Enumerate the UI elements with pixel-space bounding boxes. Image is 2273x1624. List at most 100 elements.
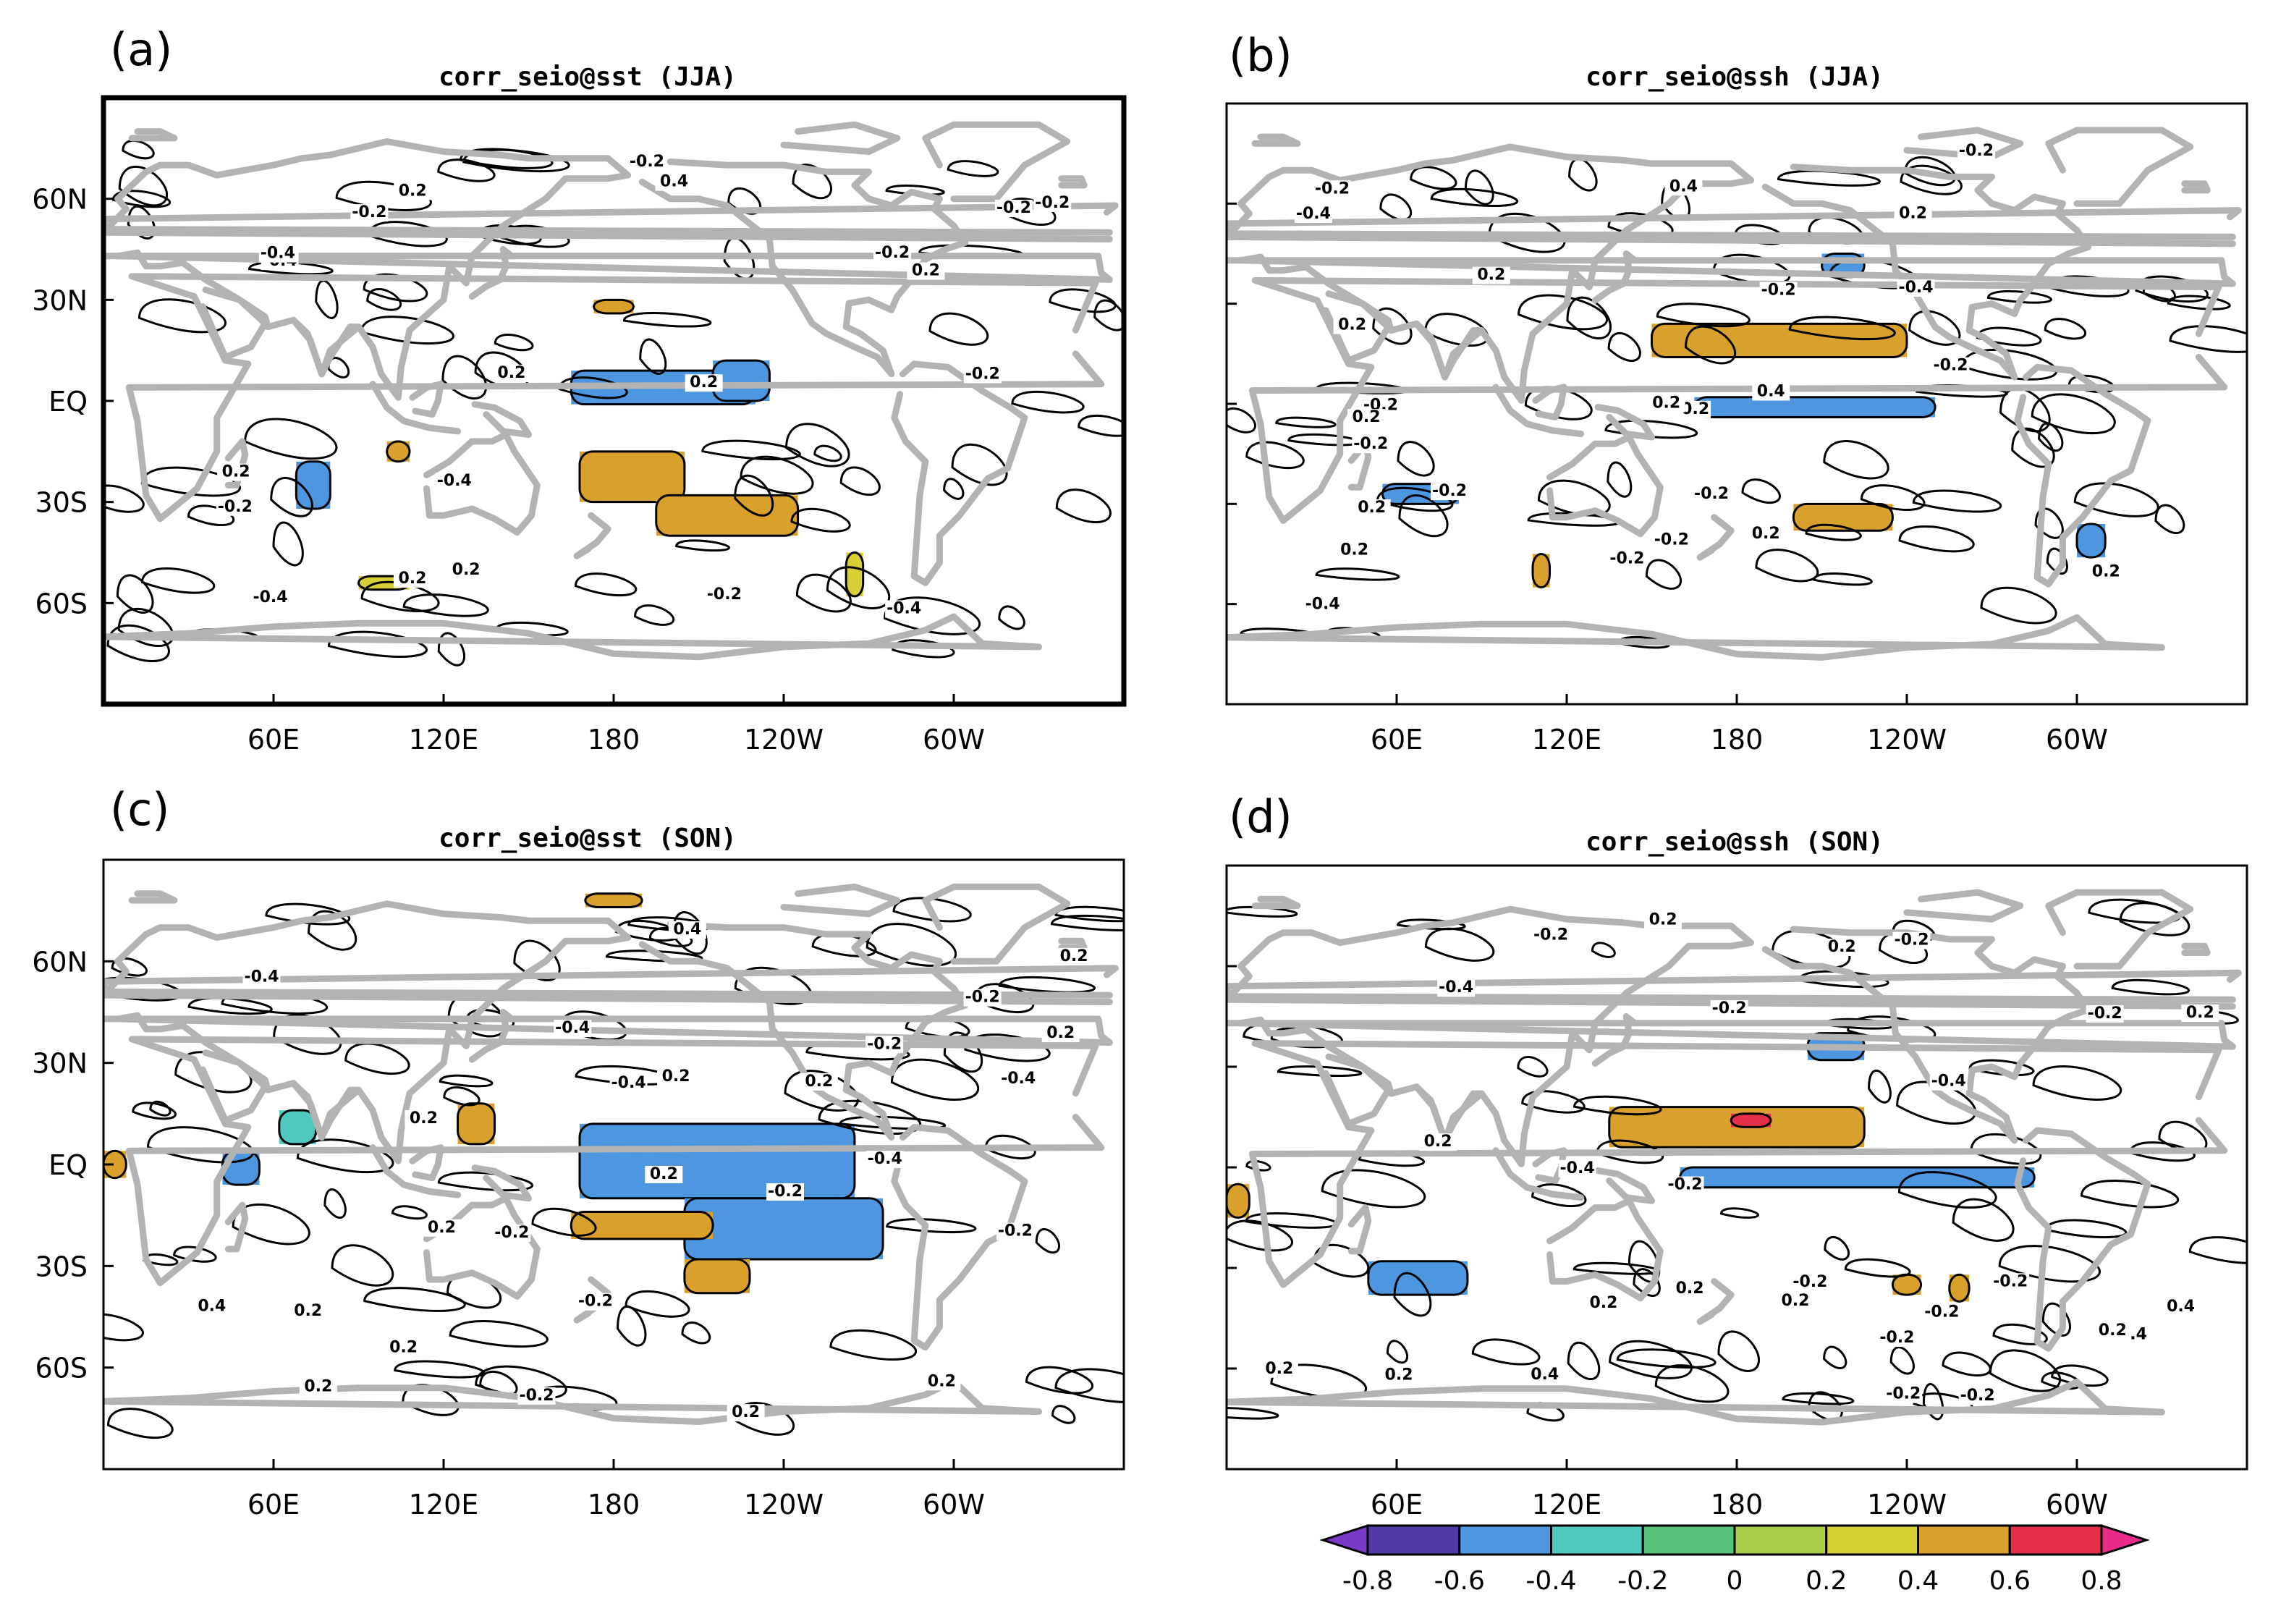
- contour-label: -0.2: [494, 1224, 529, 1242]
- coastline: [1591, 250, 1638, 304]
- contour-label: -0.2: [1959, 142, 1994, 160]
- coastline: [1347, 1204, 1372, 1255]
- contour-line: [117, 607, 174, 647]
- contour-line: [437, 632, 466, 667]
- contour-label-bg: [1652, 531, 1690, 549]
- contour-label-bg: [1693, 485, 1731, 503]
- contour-label: 0.2: [805, 1073, 833, 1091]
- contour-label: -0.2: [1712, 999, 1747, 1018]
- contour-line: [593, 298, 635, 315]
- contour-line: [1868, 1069, 1892, 1104]
- coastline: [1492, 384, 1585, 437]
- coastline: [199, 1049, 268, 1124]
- coastline: [1058, 937, 1088, 952]
- contour-label: -0.2: [1533, 926, 1568, 944]
- lat-tick-label: 30N: [32, 1048, 88, 1080]
- contour-label-bg: [2181, 1005, 2219, 1023]
- contour-label-bg: [657, 1067, 695, 1086]
- contour-label-bg: [1897, 279, 1935, 297]
- map-area: -0.2-0.40.4-0.20.20.20.4-0.20.2-0.2-0.4-…: [1227, 889, 2247, 1426]
- contour-label-bg: [492, 365, 530, 383]
- contour-line: [140, 567, 216, 594]
- coastline: [1696, 514, 1735, 561]
- contour-line: [1980, 586, 2057, 625]
- contour-line: [1654, 1364, 1730, 1403]
- contour-line: [2167, 295, 2231, 310]
- contour-line: [2032, 1065, 2122, 1101]
- contour-line: [449, 1320, 549, 1348]
- contour-line: [366, 288, 402, 311]
- contour-label: 0.4: [1669, 177, 1698, 195]
- contour-label-bg: [299, 1378, 337, 1396]
- lon-tick-label: 60E: [1371, 724, 1423, 756]
- contour-label: -0.2: [1035, 194, 1070, 212]
- contour-line: [308, 910, 357, 951]
- contour-label-bg: [645, 1165, 683, 1183]
- contour-line: [531, 1207, 597, 1237]
- colorbar-tick-label: 0.4: [1897, 1566, 1939, 1596]
- contour-label-bg: [2086, 1005, 2124, 1023]
- contour-label: -0.4: [1439, 978, 1473, 997]
- contour-line: [890, 1058, 980, 1101]
- contour-line: [143, 1253, 179, 1266]
- contour-label-bg: [2094, 1321, 2132, 1340]
- contour-line: [173, 1246, 217, 1263]
- map-area: 0.2 0.4 0.2 0.2 0.2 0.2 -0.4 -0.2 0.2 -0.4 -0.2 -0.…: [103, 883, 1124, 1439]
- colorbar-tick-label: -0.4: [1525, 1566, 1576, 1596]
- contour-label: -0.2: [218, 498, 253, 516]
- contour-label-bg: [627, 153, 666, 171]
- coastline: [780, 883, 901, 918]
- contour-label: -0.4: [261, 245, 295, 263]
- contour-line: [1531, 1183, 1587, 1207]
- shaded-region: [1680, 1167, 2035, 1188]
- contour-label-bg: [865, 1151, 904, 1169]
- lat-tick-label: 60S: [35, 1353, 88, 1384]
- contour-line: [1488, 212, 1566, 253]
- contour-label: 0.2: [1338, 316, 1366, 334]
- contour-label-bg: [963, 365, 1002, 384]
- contour-line: [1227, 1407, 1279, 1420]
- lon-tick-label: 60E: [247, 1489, 300, 1521]
- contour-label: 0.2: [2099, 1321, 2127, 1340]
- contour-label: 0.2: [1652, 394, 1680, 413]
- contour-label-bg: [289, 1303, 327, 1321]
- contour-label: -0.2: [965, 989, 1000, 1007]
- coastline: [1251, 133, 1301, 147]
- contour-line: [402, 593, 489, 617]
- coastline: [103, 965, 1119, 999]
- contour-line: [634, 604, 675, 626]
- contour-label-bg: [1752, 383, 1790, 401]
- coastline: [103, 900, 1113, 1164]
- lon-tick-label: 180: [588, 1489, 640, 1521]
- contour-line: [829, 1329, 918, 1361]
- coastline: [1591, 1013, 1638, 1067]
- contour-line: [1275, 416, 1337, 428]
- contour-line: [1823, 439, 1889, 480]
- contour-label-bg: [1347, 409, 1386, 427]
- contour-line: [2038, 422, 2064, 452]
- contour-label-bg: [999, 1070, 1038, 1088]
- contour-label-bg: [384, 1339, 423, 1357]
- coastline: [125, 273, 1105, 523]
- contour-label-bg: [1335, 541, 1373, 559]
- contour-label: 0.2: [398, 570, 426, 588]
- contour-label-bg: [655, 173, 693, 191]
- lon-tick-label: 120E: [1532, 724, 1602, 756]
- contour-line: [1604, 419, 1698, 439]
- contour-label-bg: [1777, 1292, 1815, 1310]
- contour-label-bg: [435, 473, 473, 491]
- shaded-region: [580, 1123, 855, 1198]
- contour-label: -0.2: [1432, 482, 1467, 500]
- contour-line: [1025, 1366, 1093, 1395]
- lon-tick-label: 60W: [2046, 724, 2108, 756]
- contour-line: [655, 494, 800, 537]
- contour-line: [1609, 1340, 1693, 1379]
- contour-label: 0.2: [1752, 525, 1780, 543]
- contour-label: -0.2: [996, 199, 1031, 217]
- contour-line: [943, 478, 965, 500]
- contour-line: [295, 460, 331, 510]
- contour-line: [323, 1188, 347, 1219]
- contour-label: -0.4: [868, 1150, 902, 1168]
- contour-label: 0.2: [389, 1339, 418, 1357]
- contour-line: [1777, 169, 1882, 187]
